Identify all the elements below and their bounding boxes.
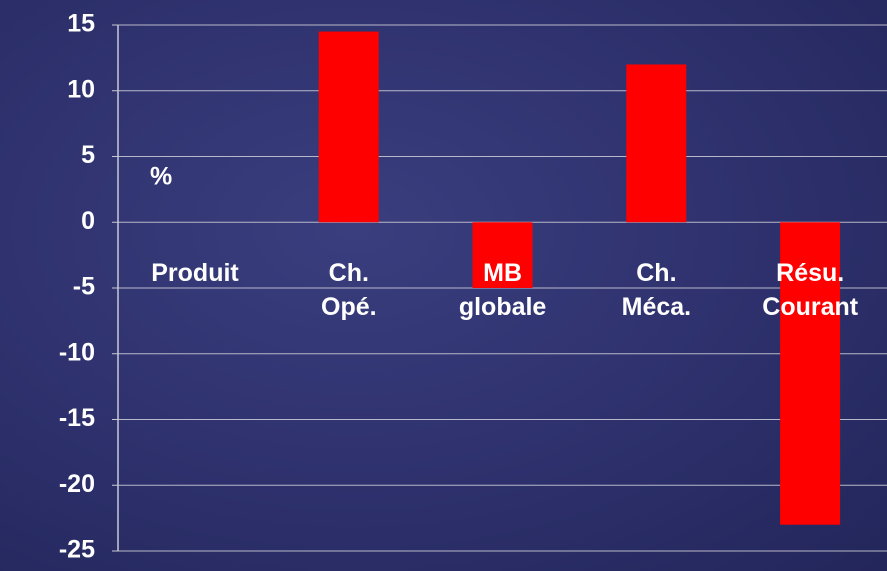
y-tick-label: -15 bbox=[59, 404, 95, 432]
y-tick-label: -20 bbox=[59, 470, 95, 498]
annotation: % bbox=[150, 163, 172, 191]
x-tick-label: Ch. Opé. bbox=[321, 259, 377, 321]
bar bbox=[780, 222, 841, 525]
y-tick-label: 15 bbox=[67, 10, 95, 38]
bar bbox=[472, 222, 533, 288]
bar bbox=[626, 64, 687, 223]
y-tick-label: -5 bbox=[73, 273, 95, 301]
y-tick-label: -10 bbox=[59, 338, 95, 366]
bar bbox=[318, 31, 379, 223]
y-tick-label: 10 bbox=[67, 75, 95, 103]
x-tick-label: Produit bbox=[151, 259, 239, 287]
x-tick-label: Résu. Courant bbox=[762, 259, 859, 321]
y-tick-label: 5 bbox=[81, 141, 95, 169]
y-tick-label: -25 bbox=[59, 536, 95, 564]
x-tick-label: Ch. Méca. bbox=[621, 259, 692, 321]
y-tick-label: 0 bbox=[81, 207, 95, 235]
x-tick-label: MB globale bbox=[458, 259, 547, 321]
